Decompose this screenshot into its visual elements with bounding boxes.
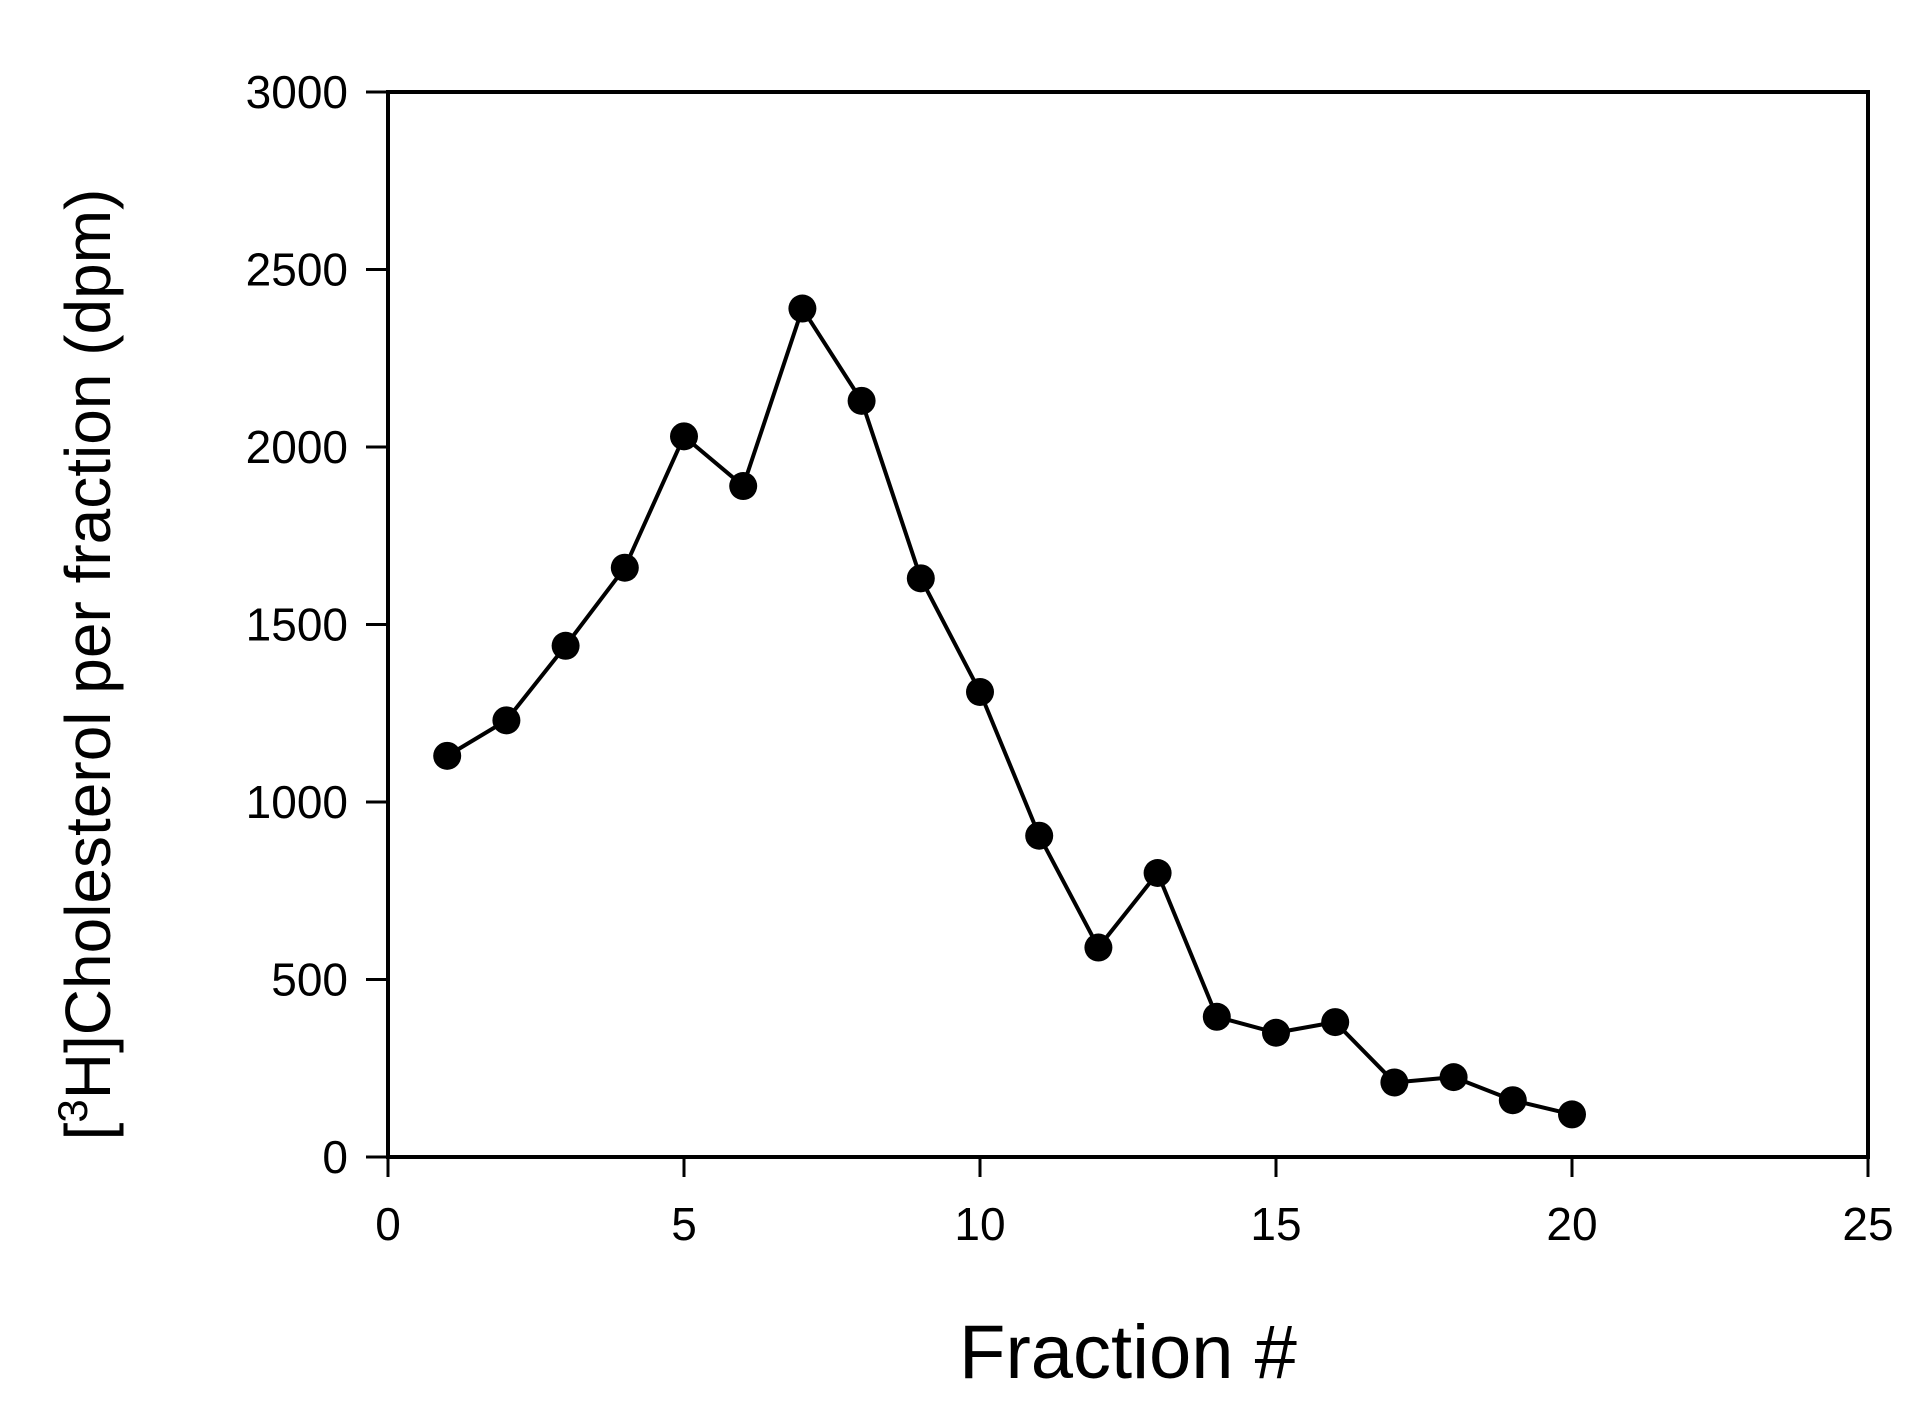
series-line: [446, 306, 1573, 1117]
data-point: [847, 386, 876, 415]
y-axis-title-superscript: 3: [49, 1099, 96, 1122]
y-tick-label: 2000: [246, 421, 348, 473]
y-tick-label: 3000: [246, 66, 348, 118]
plot-area-frame: [386, 90, 1870, 1159]
data-point: [1498, 1086, 1527, 1115]
data-series: [433, 294, 1586, 1129]
data-point: [551, 631, 580, 660]
data-point: [670, 422, 698, 451]
data-point: [1558, 1100, 1586, 1129]
data-point: [1439, 1063, 1468, 1092]
y-tick-label: 2500: [246, 244, 348, 296]
data-point: [1380, 1068, 1409, 1097]
data-point: [1084, 933, 1113, 962]
data-point: [610, 553, 639, 582]
data-point: [1025, 821, 1054, 850]
y-axis-title-prefix: [: [52, 1122, 124, 1140]
y-axis-title: [3H]Cholesterol per fraction (dpm): [49, 189, 125, 1141]
y-tick-label: 1500: [246, 599, 348, 651]
data-point: [906, 564, 935, 593]
axis-ticks: 0 500 1000 1500 2000 2500 3000 0 5 10 15 20 25: [246, 66, 1894, 1250]
y-tick-label: 500: [271, 954, 348, 1006]
data-point: [492, 706, 521, 735]
x-tick-label: 5: [671, 1198, 697, 1250]
x-tick-label: 10: [954, 1198, 1005, 1250]
data-point: [433, 741, 462, 770]
data-point: [1321, 1008, 1350, 1037]
y-tick-label: 0: [322, 1131, 348, 1183]
data-point: [1262, 1018, 1290, 1047]
data-point: [729, 472, 758, 501]
data-point: [966, 677, 994, 706]
data-point: [1202, 1002, 1231, 1031]
x-tick-label: 25: [1842, 1198, 1893, 1250]
y-tick-label: 1000: [246, 776, 348, 828]
data-point: [1143, 859, 1172, 887]
x-axis-title: Fraction #: [959, 1310, 1297, 1395]
x-tick-label: 15: [1250, 1198, 1301, 1250]
x-tick-label: 20: [1546, 1198, 1597, 1250]
data-point: [788, 294, 817, 323]
x-tick-label: 0: [375, 1198, 401, 1250]
y-axis-title-rest: H]Cholesterol per fraction (dpm): [52, 189, 124, 1100]
